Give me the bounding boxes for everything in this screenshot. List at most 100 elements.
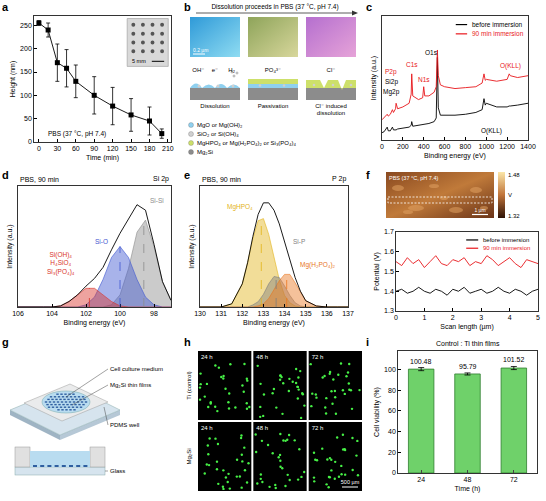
svg-text:0.2 µm: 0.2 µm: [193, 47, 208, 53]
svg-text:PBS (37 °C, pH 7.4): PBS (37 °C, pH 7.4): [48, 130, 106, 138]
svg-text:5: 5: [536, 314, 540, 321]
svg-text:N1s: N1s: [418, 76, 430, 83]
svg-text:Si2p: Si2p: [385, 78, 398, 86]
svg-text:Mg₂Si: Mg₂Si: [186, 449, 192, 465]
svg-text:0: 0: [37, 145, 41, 152]
svg-text:200: 200: [20, 45, 32, 52]
svg-text:Time (h): Time (h): [455, 485, 481, 493]
svg-text:250: 250: [20, 22, 32, 29]
svg-text:90: 90: [90, 145, 98, 152]
svg-text:72: 72: [510, 476, 518, 483]
svg-text:Binding energy (eV): Binding energy (eV): [424, 152, 486, 160]
svg-text:24: 24: [417, 476, 425, 483]
svg-text:Mg₂Si thin films: Mg₂Si thin films: [110, 382, 151, 388]
svg-text:PBS (37 °C, pH 7.4): PBS (37 °C, pH 7.4): [389, 175, 438, 181]
svg-text:90 min immersion: 90 min immersion: [472, 30, 524, 37]
svg-text:95.79: 95.79: [459, 363, 477, 370]
svg-text:136: 136: [321, 310, 333, 317]
svg-text:72 h: 72 h: [312, 354, 324, 360]
svg-text:before immersion: before immersion: [472, 21, 523, 28]
svg-text:135: 135: [300, 310, 312, 317]
svg-text:1.7: 1.7: [384, 228, 394, 235]
svg-text:Height (nm): Height (nm): [9, 61, 17, 98]
svg-text:137: 137: [342, 310, 354, 317]
svg-text:MgHPO₄: MgHPO₄: [227, 203, 253, 211]
svg-text:Binding energy (eV): Binding energy (eV): [64, 319, 126, 327]
svg-text:100: 100: [114, 310, 126, 317]
svg-text:P2p: P2p: [385, 68, 397, 76]
svg-text:1.6: 1.6: [384, 248, 394, 255]
svg-text:H₂: H₂: [228, 67, 235, 73]
svg-text:24 h: 24 h: [201, 354, 213, 360]
svg-text:40: 40: [388, 428, 396, 435]
svg-text:48 h: 48 h: [256, 425, 268, 431]
svg-text:Passivation: Passivation: [258, 103, 289, 109]
svg-text:Mg₂Si: Mg₂Si: [197, 149, 213, 155]
svg-text:Glass: Glass: [110, 468, 125, 474]
svg-text:Si 2p: Si 2p: [153, 175, 169, 183]
svg-text:2: 2: [451, 314, 455, 321]
svg-text:PBS, 90 min: PBS, 90 min: [20, 176, 59, 183]
svg-text:O1s: O1s: [425, 49, 438, 56]
svg-text:72 h: 72 h: [312, 425, 324, 431]
svg-text:24 h: 24 h: [201, 425, 213, 431]
svg-text:600: 600: [439, 143, 451, 150]
svg-text:150: 150: [125, 145, 137, 152]
svg-text:48 h: 48 h: [256, 354, 268, 360]
svg-text:20: 20: [388, 449, 396, 456]
svg-text:Intensity (a.u.): Intensity (a.u.): [188, 224, 196, 268]
svg-text:O(KLL): O(KLL): [500, 62, 521, 70]
svg-text:102: 102: [80, 310, 92, 317]
svg-text:O(KLL): O(KLL): [481, 127, 502, 135]
svg-text:131: 131: [215, 310, 227, 317]
svg-text:Si(OH)₄H₄SiO₄Si₃(PO₄)₄: Si(OH)₄H₄SiO₄Si₃(PO₄)₄: [47, 251, 75, 276]
svg-text:0: 0: [380, 143, 384, 150]
svg-text:Si-Si: Si-Si: [150, 197, 164, 204]
svg-text:100: 100: [20, 92, 32, 99]
svg-text:90 min immersion: 90 min immersion: [483, 245, 530, 251]
svg-text:SiO₂ or Si(OH)₄: SiO₂ or Si(OH)₄: [197, 131, 239, 137]
svg-text:V: V: [508, 192, 512, 198]
svg-text:150: 150: [20, 68, 32, 75]
svg-text:800: 800: [460, 143, 472, 150]
svg-text:C1s: C1s: [406, 61, 418, 68]
svg-text:Cl⁻ induced: Cl⁻ induced: [315, 103, 347, 109]
svg-text:Potential (V): Potential (V): [373, 252, 381, 291]
svg-text:Control : Ti thin films: Control : Ti thin films: [436, 340, 500, 347]
svg-text:50: 50: [24, 115, 32, 122]
svg-text:120: 120: [107, 145, 119, 152]
svg-text:101.52: 101.52: [503, 356, 525, 363]
svg-text:e⁻: e⁻: [212, 67, 219, 73]
svg-text:Si-O: Si-O: [95, 238, 108, 245]
svg-text:before immersion: before immersion: [483, 237, 529, 243]
svg-text:210: 210: [162, 145, 174, 152]
svg-text:130: 130: [194, 310, 206, 317]
svg-text:PDMS well: PDMS well: [110, 422, 139, 428]
svg-text:100.48: 100.48: [410, 358, 432, 365]
svg-text:0: 0: [394, 314, 398, 321]
svg-text:1.4: 1.4: [384, 288, 394, 295]
svg-text:Time (min): Time (min): [86, 154, 119, 162]
svg-text:1000: 1000: [479, 143, 495, 150]
svg-text:500 µm: 500 µm: [341, 479, 360, 485]
svg-text:PBS, 90 min: PBS, 90 min: [202, 176, 241, 183]
svg-text:1.32: 1.32: [508, 213, 520, 219]
svg-text:Si-P: Si-P: [293, 238, 305, 245]
svg-text:Intensity (a.u.): Intensity (a.u.): [370, 56, 378, 100]
svg-text:1.5: 1.5: [384, 268, 394, 275]
svg-text:134: 134: [279, 310, 291, 317]
svg-text:P 2p: P 2p: [332, 175, 346, 183]
svg-text:180: 180: [144, 145, 156, 152]
svg-text:5 mm: 5 mm: [132, 58, 146, 64]
svg-text:Cell viability (%): Cell viability (%): [373, 387, 381, 437]
svg-text:Ti (control): Ti (control): [186, 371, 192, 399]
svg-text:Mg2p: Mg2p: [383, 88, 400, 96]
svg-text:60: 60: [388, 407, 396, 414]
svg-text:48: 48: [464, 476, 472, 483]
svg-text:0: 0: [28, 138, 32, 145]
svg-text:1400: 1400: [520, 143, 536, 150]
svg-text:MgO or Mg(OH)₂: MgO or Mg(OH)₂: [197, 122, 243, 128]
svg-text:Scan length (µm): Scan length (µm): [440, 323, 493, 331]
svg-text:1200: 1200: [499, 143, 515, 150]
svg-text:1: 1: [422, 314, 426, 321]
